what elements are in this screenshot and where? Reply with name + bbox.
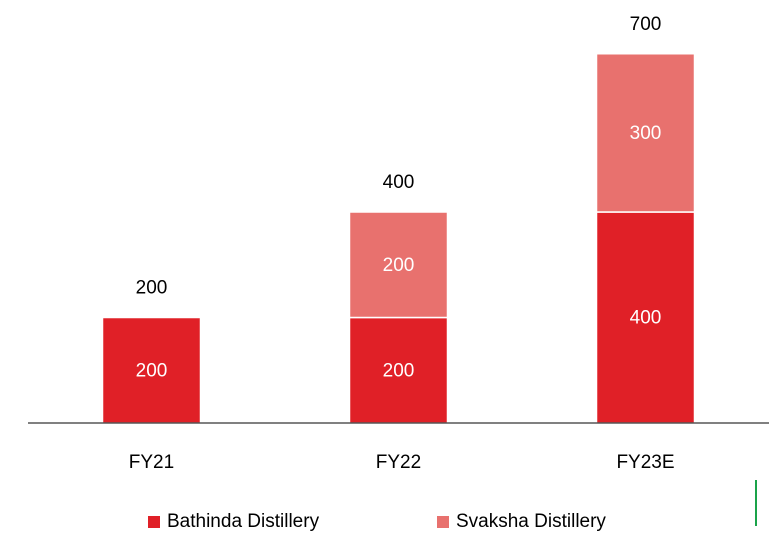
x-tick-label: FY22 (376, 452, 421, 473)
total-label: 200 (136, 278, 168, 299)
data-label: 400 (630, 308, 662, 329)
data-label: 300 (630, 123, 662, 144)
bar-segment (348, 316, 449, 424)
bar-segment (595, 53, 696, 213)
data-label: 200 (383, 360, 415, 381)
x-tick-label: FY21 (129, 452, 174, 473)
bar-segment (595, 211, 696, 424)
legend-swatch (148, 516, 160, 528)
total-label: 700 (630, 14, 662, 35)
data-label: 200 (136, 360, 168, 381)
data-label: 200 (383, 255, 415, 276)
legend-swatch (437, 516, 449, 528)
legend-label: Svaksha Distillery (456, 511, 606, 532)
bar-segment (348, 211, 449, 319)
legend-label: Bathinda Distillery (167, 511, 320, 532)
total-label: 400 (383, 172, 415, 193)
x-tick-label: FY23E (616, 452, 674, 473)
